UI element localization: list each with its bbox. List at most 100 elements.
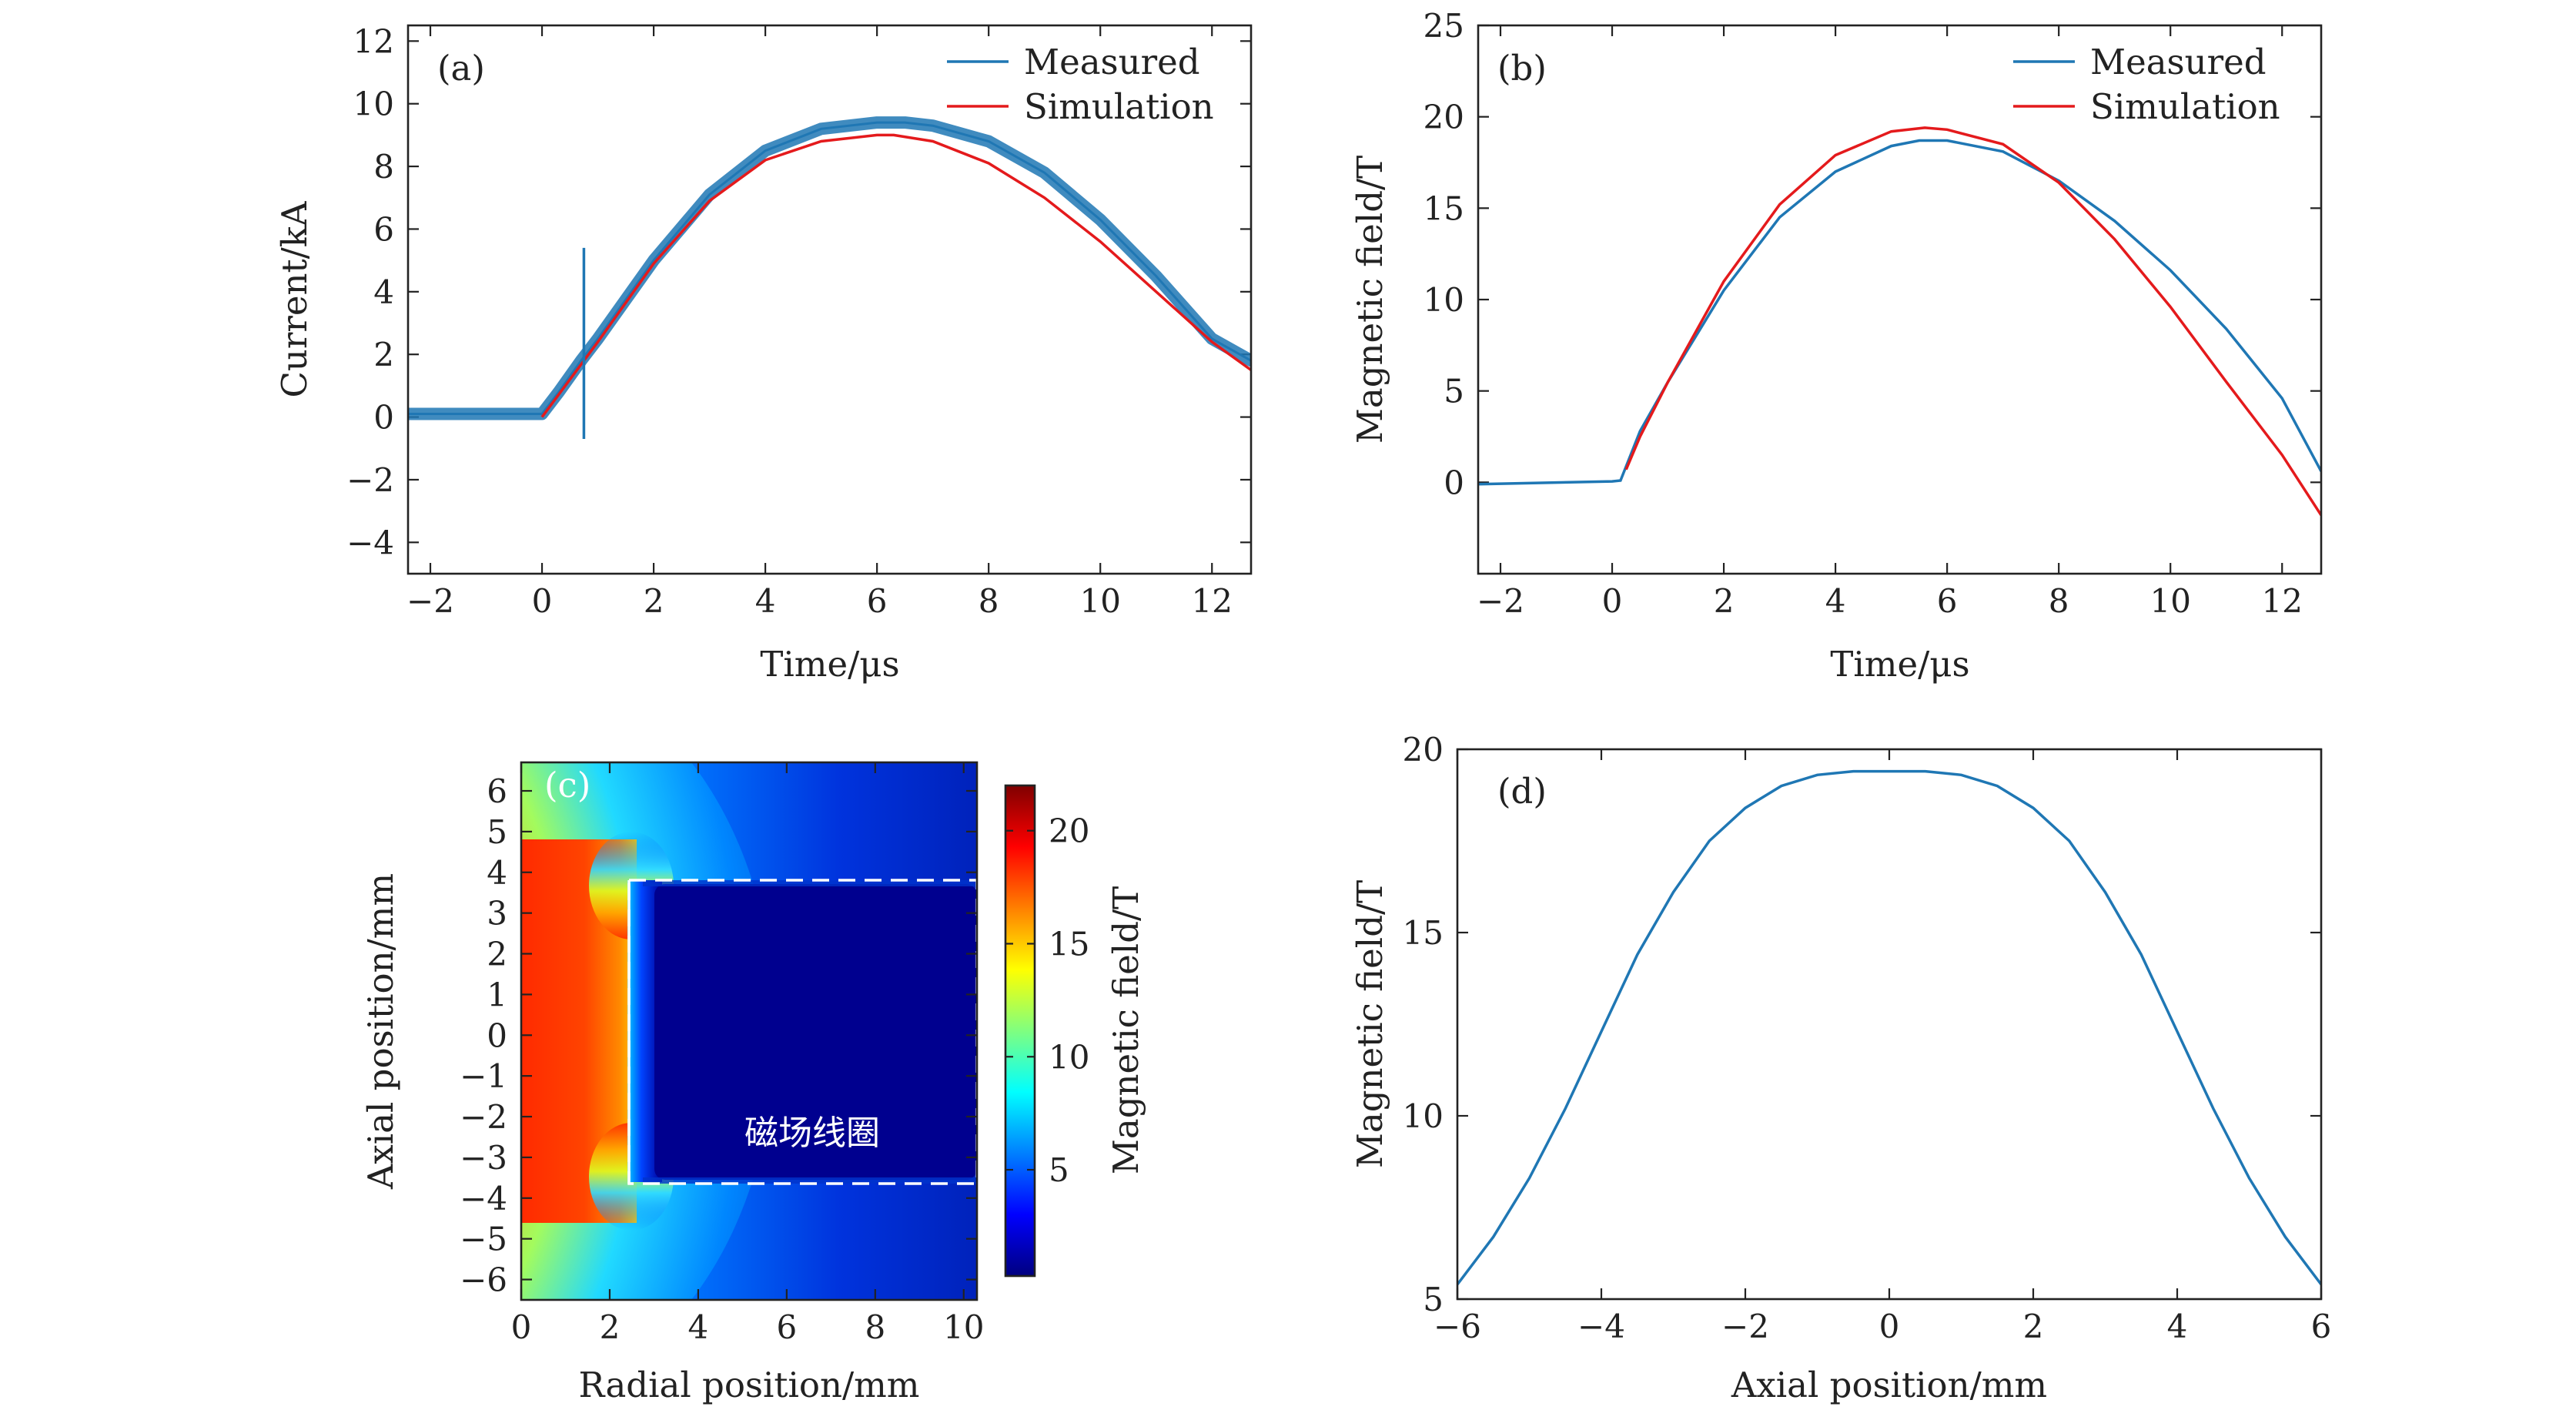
panel-d-label: (d) — [1497, 771, 1547, 812]
panel-b-ytick-label: 20 — [1423, 99, 1464, 136]
panel-c-coil-label: 磁场线圈 — [744, 1114, 880, 1153]
panel-c-ytick-label: −6 — [460, 1261, 507, 1299]
panel-b-xtick-label: 4 — [1825, 582, 1846, 620]
panel-c-colorbar-frame — [1004, 784, 1036, 1278]
panel-b-xtick-label: 12 — [2262, 582, 2303, 620]
panel-a-xlabel: Time/μs — [760, 644, 899, 685]
panel-a-ytick-label: 10 — [353, 85, 394, 123]
panel-c-xtick-label: 8 — [865, 1308, 885, 1346]
panel-c-heatmap — [521, 762, 977, 1300]
panel-d-xtick-label: 4 — [2167, 1308, 2188, 1345]
panel-b-ytick-label: 25 — [1423, 7, 1464, 45]
panel-b-ylabel: Magnetic field/T — [1350, 156, 1390, 444]
panel-a-ylabel: Current/kA — [274, 201, 315, 398]
panel-d-ytick-label: 20 — [1403, 731, 1444, 769]
panel-c-coil-outline — [627, 879, 977, 1185]
colorbar-tick-label: 10 — [1049, 1038, 1089, 1076]
panel-a-xtick-label: 10 — [1079, 582, 1120, 620]
panel-c-ytick-label: 4 — [487, 854, 507, 892]
panel-c-ytick-label: −3 — [460, 1139, 507, 1177]
panel-a-measured-line — [408, 121, 1251, 415]
panel-d-ytick-label: 10 — [1403, 1097, 1444, 1135]
panel-d-xtick-label: 0 — [1879, 1308, 1900, 1345]
panel-a-xtick-label: −2 — [406, 582, 454, 620]
panel-a-ytick-label: 4 — [373, 273, 394, 311]
panel-a-ytick-label: 8 — [373, 148, 394, 186]
panel-b-xtick-label: 2 — [1714, 582, 1735, 620]
panel-a-ytick-label: 0 — [373, 399, 394, 437]
panel-a-ytick-label: 2 — [373, 336, 394, 373]
panel-c-ytick-label: −5 — [460, 1221, 507, 1258]
panel-d-xlabel: Axial position/mm — [1731, 1365, 2047, 1405]
panel-c-ytick-label: 0 — [487, 1016, 507, 1054]
panel-c-label: (c) — [544, 765, 590, 805]
panel-d-ytick-label: 5 — [1423, 1281, 1444, 1318]
panel-c-xtick-label: 2 — [600, 1308, 621, 1346]
panel-d-xtick-label: 2 — [2023, 1308, 2044, 1345]
panel-b: −2 0 2 4 6 8 10 12 0 5 10 15 20 25 (b) Measured Simul… — [1350, 7, 2323, 685]
panel-d-field-line — [1457, 769, 2321, 1286]
panel-b-legend: Measured Simulation — [2013, 42, 2280, 127]
panel-b-xlabel: Time/μs — [1830, 644, 1969, 685]
legend-label-simulation: Simulation — [1024, 86, 1214, 127]
panel-b-ytick-label: 0 — [1444, 464, 1464, 501]
panel-c-xtick-label: 4 — [688, 1308, 709, 1346]
panel-a-grid-ticks: −2 0 2 4 6 8 10 12 −4 −2 0 2 4 6 8 10 12 — [346, 22, 1251, 620]
panel-c-ytick-label: 1 — [487, 976, 507, 1013]
panel-a-legend: Measured Simulation — [947, 42, 1214, 127]
panel-b-frame — [1477, 24, 2323, 575]
panel-b-ytick-label: 5 — [1444, 373, 1464, 410]
colorbar-tick-label: 15 — [1049, 925, 1089, 963]
panel-b-label: (b) — [1497, 48, 1547, 89]
panel-a-xtick-label: 0 — [532, 582, 553, 620]
panel-d-ticks: −6 −4 −2 0 2 4 6 5 10 15 20 — [1403, 731, 2332, 1345]
panel-a-frame — [406, 24, 1253, 575]
panel-a-xtick-label: 4 — [755, 582, 776, 620]
panel-a-ytick-label: 12 — [353, 22, 394, 60]
panel-b-xtick-label: 8 — [2049, 582, 2069, 620]
panel-d-xtick-label: −2 — [1721, 1308, 1769, 1345]
panel-b-simulation-line — [1624, 126, 2321, 517]
panel-a-ytick-label: −2 — [346, 461, 394, 499]
panel-b-ytick-label: 15 — [1423, 189, 1464, 227]
panel-c-xtick-label: 0 — [511, 1308, 532, 1346]
panel-a-xtick-label: 6 — [867, 582, 888, 620]
panel-a-simulation-line — [540, 133, 1251, 418]
panel-c-ytick-label: 6 — [487, 772, 507, 810]
panel-d-ylabel: Magnetic field/T — [1350, 880, 1390, 1168]
panel-c-ylabel: Axial position/mm — [360, 873, 401, 1190]
panel-c-colorbar — [1005, 785, 1035, 1276]
panel-c-ytick-label: 3 — [487, 895, 507, 933]
panel-a-xtick-label: 8 — [979, 582, 999, 620]
panel-b-xtick-label: −2 — [1477, 582, 1524, 620]
legend-label-measured: Measured — [1024, 42, 1200, 82]
panel-c-xtick-label: 10 — [943, 1308, 984, 1346]
panel-c-ytick-label: −4 — [460, 1180, 507, 1217]
panel-c-xlabel: Radial position/mm — [579, 1365, 920, 1405]
panel-b-xtick-label: 0 — [1602, 582, 1623, 620]
panel-c-ytick-label: −1 — [460, 1057, 507, 1095]
panel-c-xtick-label: 6 — [776, 1308, 797, 1346]
panel-a-xtick-label: 2 — [644, 582, 664, 620]
panel-d-ytick-label: 15 — [1403, 914, 1444, 952]
panel-b-ytick-label: 10 — [1423, 281, 1464, 319]
panel-d-xtick-label: 6 — [2311, 1308, 2332, 1345]
panel-a-ytick-label: −4 — [346, 524, 394, 561]
panel-a-label: (a) — [437, 48, 485, 89]
panel-d-frame — [1456, 748, 2323, 1301]
panel-b-ticks: −2 0 2 4 6 8 10 12 0 5 10 15 20 25 — [1423, 7, 2321, 620]
panel-d-xtick-label: −4 — [1577, 1308, 1625, 1345]
panel-b-measured-line — [1478, 139, 2321, 486]
panel-c-ytick-label: 5 — [487, 813, 507, 851]
panel-a: −2 0 2 4 6 8 10 12 −4 −2 0 2 4 6 8 10 12 (a) Measured Si… — [274, 22, 1253, 685]
panel-a-ytick-label: 6 — [373, 210, 394, 248]
colorbar-tick-label: 5 — [1049, 1151, 1069, 1189]
panel-c-ytick-label: 2 — [487, 936, 507, 973]
legend-label-measured: Measured — [2090, 42, 2267, 82]
panel-c-colorbar-label: Magnetic field/T — [1106, 886, 1146, 1174]
panel-b-xtick-label: 10 — [2149, 582, 2190, 620]
